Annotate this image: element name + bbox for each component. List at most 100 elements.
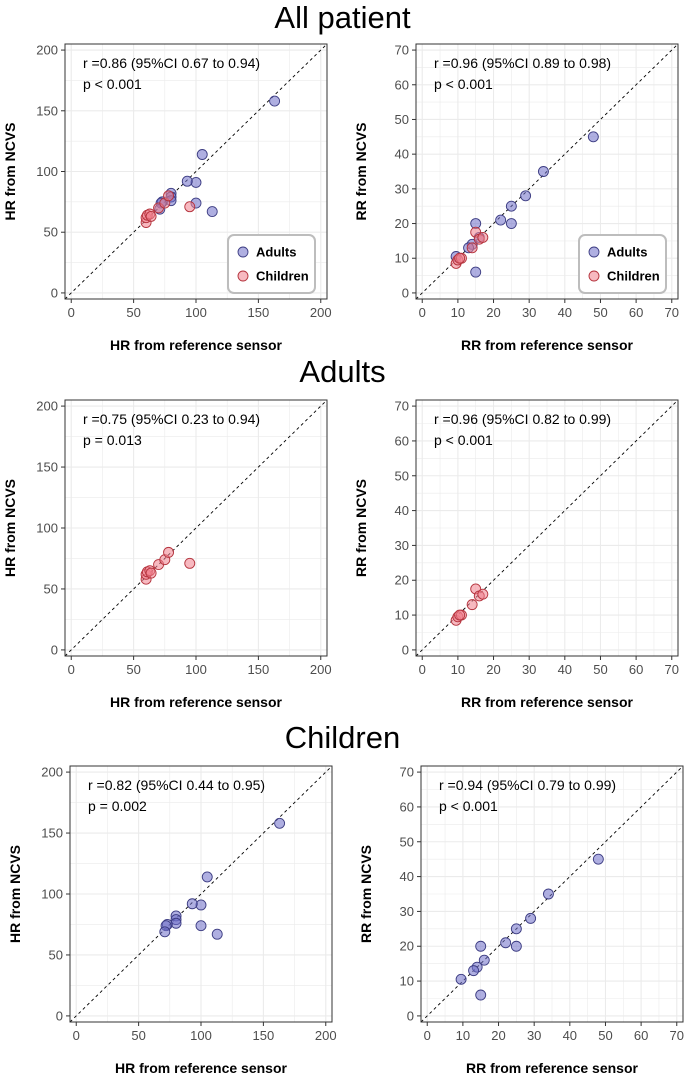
x-tick-label: 200 <box>310 305 332 320</box>
x-tick-label: 0 <box>419 305 426 320</box>
section-title-all-patient: All patient <box>274 0 411 35</box>
y-tick-label: 200 <box>36 43 58 58</box>
data-point-adults <box>201 871 213 883</box>
y-tick-label: 0 <box>56 1008 63 1023</box>
panel-border <box>415 399 679 657</box>
data-point-children <box>477 231 489 243</box>
x-tick-label: 40 <box>558 305 572 320</box>
y-axis-label: RR from NCVS <box>353 479 369 577</box>
chart-panel-5: 0 50 100 150 200 0 50 100 150 200 HR from referenc… <box>7 765 337 1076</box>
legend-label: Children <box>607 269 660 284</box>
data-point-adults <box>510 923 522 935</box>
data-point-children <box>145 567 157 579</box>
y-tick-label: 50 <box>395 112 409 127</box>
legend-swatch <box>237 246 249 258</box>
x-tick-label: 60 <box>629 662 643 677</box>
x-tick-label: 30 <box>527 1028 541 1043</box>
correlation-annotation: p < 0.001 <box>83 76 142 92</box>
x-tick-label: 10 <box>456 1028 470 1043</box>
data-point-adults <box>269 95 281 107</box>
data-point-children <box>454 609 466 621</box>
x-tick-label: 50 <box>593 662 607 677</box>
y-tick-label: 70 <box>395 399 409 414</box>
y-tick-label: 0 <box>402 642 409 657</box>
y-tick-label: 10 <box>400 974 414 989</box>
data-point-adults <box>592 853 604 865</box>
data-point-adults <box>542 888 554 900</box>
data-point-adults <box>475 989 487 1001</box>
x-tick-label: 50 <box>593 305 607 320</box>
x-tick-label: 70 <box>665 662 679 677</box>
y-tick-label: 20 <box>395 573 409 588</box>
x-tick-label: 20 <box>486 662 500 677</box>
y-tick-label: 200 <box>36 399 58 414</box>
y-axis-label: RR from NCVS <box>353 122 369 220</box>
panel-border <box>415 43 679 300</box>
correlation-annotation: r =0.75 (95%CI 0.23 to 0.94) <box>83 411 260 427</box>
section-title-children: Children <box>284 720 401 755</box>
chart-panel-6: 0 10 20 30 40 50 60 70 0 10 20 30 40 50 60 70 RR from re… <box>358 765 684 1076</box>
correlation-annotation: p < 0.001 <box>434 76 493 92</box>
y-tick-label: 10 <box>395 608 409 623</box>
chart-panel-2: 0 10 20 30 40 50 60 70 0 10 20 30 40 50 60 70 RR from re… <box>353 43 679 353</box>
x-tick-label: 20 <box>491 1028 505 1043</box>
x-axis-label: HR from reference sensor <box>110 337 283 353</box>
data-point-children <box>477 588 489 600</box>
x-tick-label: 200 <box>315 1028 337 1043</box>
data-point-adults <box>587 131 599 143</box>
x-tick-label: 100 <box>190 1028 212 1043</box>
y-tick-label: 50 <box>44 225 58 240</box>
y-tick-label: 30 <box>395 181 409 196</box>
correlation-annotation: p < 0.001 <box>434 432 493 448</box>
data-point-adults <box>520 190 532 202</box>
y-tick-label: 50 <box>395 468 409 483</box>
data-point-adults <box>500 937 512 949</box>
data-point-adults <box>495 214 507 226</box>
legend-swatch <box>237 270 249 282</box>
x-tick-label: 0 <box>68 662 75 677</box>
x-tick-label: 200 <box>310 662 332 677</box>
correlation-annotation: p = 0.013 <box>83 432 142 448</box>
y-tick-label: 10 <box>395 251 409 266</box>
y-tick-label: 40 <box>400 869 414 884</box>
x-axis-label: RR from reference sensor <box>461 337 634 353</box>
x-tick-label: 50 <box>126 662 140 677</box>
data-point-adults <box>537 166 549 177</box>
y-tick-label: 70 <box>400 765 414 780</box>
x-tick-label: 50 <box>598 1028 612 1043</box>
data-point-adults <box>159 926 171 938</box>
data-point-adults <box>211 928 223 940</box>
legend-label: Children <box>256 269 309 284</box>
x-tick-label: 30 <box>522 305 536 320</box>
legend-swatch <box>588 270 600 282</box>
data-point-adults <box>478 954 490 966</box>
x-tick-label: 10 <box>451 305 465 320</box>
x-tick-label: 70 <box>670 1028 684 1043</box>
x-axis-label: HR from reference sensor <box>110 694 283 710</box>
y-axis-label: RR from NCVS <box>358 845 374 943</box>
legend: Adults Children <box>578 234 667 294</box>
x-tick-label: 40 <box>558 662 572 677</box>
data-point-children <box>184 557 196 569</box>
x-tick-label: 0 <box>73 1028 80 1043</box>
identity-line <box>69 765 333 1023</box>
y-tick-label: 150 <box>41 826 63 841</box>
data-point-children <box>145 210 157 222</box>
legend-label: Adults <box>607 245 647 260</box>
x-tick-label: 60 <box>634 1028 648 1043</box>
data-point-adults <box>505 218 517 229</box>
data-point-adults <box>196 149 208 160</box>
correlation-annotation: r =0.96 (95%CI 0.82 to 0.99) <box>434 411 611 427</box>
legend-box <box>227 234 316 294</box>
x-axis-label: RR from reference sensor <box>461 694 634 710</box>
data-point-children <box>163 546 175 558</box>
x-tick-label: 0 <box>424 1028 431 1043</box>
data-point-children <box>184 201 196 213</box>
data-point-adults <box>505 200 517 212</box>
panel-border <box>420 765 684 1023</box>
legend-swatch <box>588 246 600 258</box>
chart-panel-1: 0 50 100 150 200 0 50 100 150 200 HR from referenc… <box>2 43 332 353</box>
y-tick-label: 30 <box>400 904 414 919</box>
y-tick-label: 60 <box>400 799 414 814</box>
x-tick-label: 150 <box>253 1028 275 1043</box>
